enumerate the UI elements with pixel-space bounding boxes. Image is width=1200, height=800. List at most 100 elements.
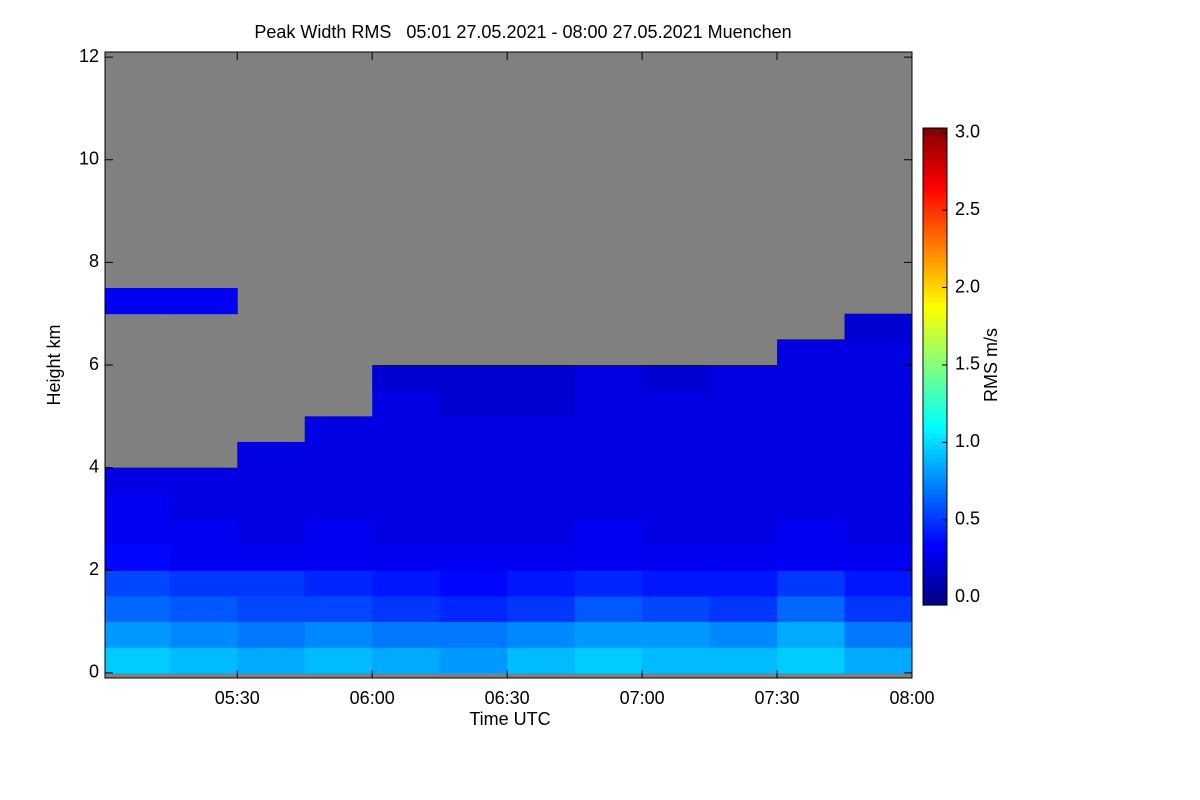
heatmap-cell — [777, 595, 846, 623]
heatmap-cell — [574, 493, 643, 520]
colorbar-segment — [923, 255, 947, 260]
heatmap-cell — [642, 518, 711, 546]
heatmap-cell — [777, 518, 846, 546]
heatmap-cell — [777, 570, 846, 597]
colorbar-label: RMS m/s — [981, 328, 1001, 402]
heatmap-cell — [777, 441, 846, 469]
heatmap-cell — [372, 544, 441, 571]
heatmap-cell — [169, 544, 238, 571]
heatmap-cell — [574, 595, 643, 623]
heatmap-cell — [507, 467, 576, 494]
heatmap-cell — [439, 493, 508, 520]
heatmap-cell — [574, 518, 643, 546]
heatmap-cell — [709, 518, 778, 546]
heatmap-cell — [169, 288, 238, 315]
heatmap-cell — [507, 493, 576, 520]
colorbar-segment — [923, 314, 947, 320]
heatmap-cell — [777, 647, 846, 674]
heatmap-cell — [642, 647, 711, 674]
heatmap-cell — [304, 595, 373, 623]
heatmap-cell — [642, 390, 711, 417]
colorbar-segment — [923, 597, 947, 602]
colorbar-segment — [923, 275, 947, 280]
colorbar-segment — [923, 565, 947, 570]
y-tick-label: 12 — [79, 46, 99, 66]
colorbar-segment — [923, 497, 947, 503]
heatmap-cell — [507, 544, 576, 571]
y-tick-label: 10 — [79, 149, 99, 169]
heatmap-cell — [169, 621, 238, 648]
heatmap-cell — [304, 467, 373, 494]
colorbar-segment — [923, 382, 947, 387]
heatmap-cell — [105, 647, 171, 674]
heatmap-cell — [642, 544, 711, 571]
heatmap-cell — [372, 570, 441, 597]
colorbar-tick-label: 2.0 — [955, 276, 980, 296]
heatmap-cell — [304, 493, 373, 520]
heatmap-cell — [304, 544, 373, 571]
heatmap-cell — [105, 288, 171, 315]
heatmap-cell — [642, 467, 711, 494]
colorbar-segment — [923, 513, 947, 519]
heatmap-cell — [844, 595, 913, 623]
heatmap-cell — [574, 365, 643, 392]
colorbar-segment — [923, 294, 947, 300]
heatmap-cell — [844, 621, 913, 648]
colorbar-segment — [923, 438, 947, 443]
colorbar-segment — [923, 306, 947, 312]
heatmap-cell — [574, 467, 643, 494]
heatmap-cell — [169, 647, 238, 674]
heatmap-cell — [237, 467, 306, 494]
x-tick-label: 06:00 — [350, 688, 395, 708]
colorbar-segment — [923, 243, 947, 248]
colorbar-segment — [923, 128, 947, 133]
heatmap-cell — [105, 493, 171, 520]
heatmap-cell — [777, 544, 846, 571]
colorbar-segment — [923, 318, 947, 324]
colorbar-segment — [923, 175, 947, 181]
colorbar-segment — [923, 358, 947, 364]
colorbar-segment — [923, 155, 947, 161]
colorbar-segment — [923, 187, 947, 193]
heatmap-cell — [439, 416, 508, 443]
heatmap-cell — [439, 390, 508, 417]
colorbar-segment — [923, 302, 947, 308]
heatmap-cell — [372, 493, 441, 520]
heatmap-cell — [507, 647, 576, 674]
colorbar-segment — [923, 354, 947, 360]
heatmap-cell — [304, 416, 373, 443]
colorbar-segment — [923, 334, 947, 340]
heatmap-cell — [844, 390, 913, 417]
colorbar-segment — [923, 179, 947, 185]
colorbar-segment — [923, 195, 947, 201]
heatmap-cell — [439, 544, 508, 571]
colorbar-segment — [923, 263, 947, 268]
heatmap-cell — [777, 621, 846, 648]
colorbar-segment — [923, 287, 947, 292]
heatmap-cell — [169, 570, 238, 597]
colorbar-segment — [923, 569, 947, 574]
heatmap-cell — [844, 518, 913, 546]
heatmap-cell — [169, 467, 238, 494]
colorbar-segment — [923, 414, 947, 419]
colorbar-segment — [923, 469, 947, 475]
heatmap-cell — [777, 467, 846, 494]
heatmap-cell — [237, 544, 306, 571]
colorbar-segment — [923, 465, 947, 471]
heatmap-cell — [709, 595, 778, 623]
heatmap-cell — [777, 365, 846, 392]
colorbar-segment — [923, 501, 947, 507]
heatmap-cell — [507, 441, 576, 469]
colorbar-segment — [923, 211, 947, 217]
heatmap-cell — [439, 441, 508, 469]
colorbar-segment — [923, 135, 947, 141]
y-tick-label: 0 — [89, 662, 99, 682]
heatmap-cell — [844, 493, 913, 520]
colorbar-segment — [923, 191, 947, 197]
heatmap-cell — [439, 518, 508, 546]
colorbar-segment — [923, 231, 947, 236]
heatmap-cell — [304, 518, 373, 546]
heatmap-cell — [642, 493, 711, 520]
heatmap-cell — [574, 570, 643, 597]
heatmap-cell — [237, 518, 306, 546]
